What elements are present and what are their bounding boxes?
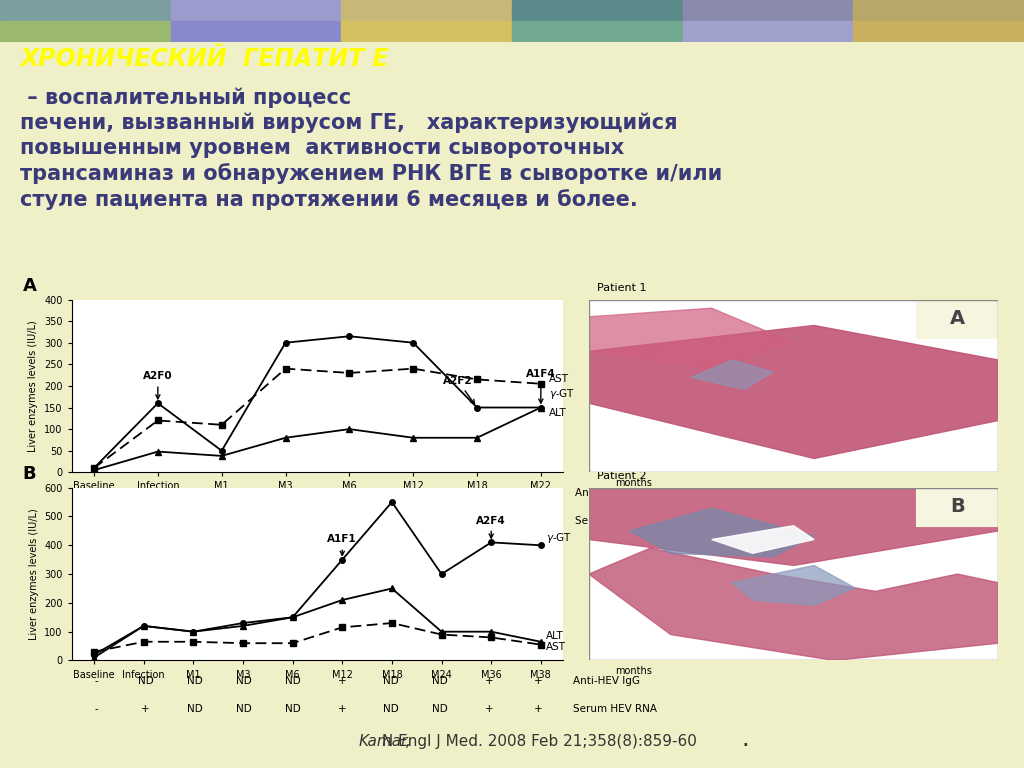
Polygon shape [589,326,998,458]
Text: Patient 1: Patient 1 [597,283,647,293]
Text: ND: ND [432,676,449,687]
Text: ND: ND [236,676,252,687]
Bar [341,0,512,22]
Text: +: + [485,703,494,714]
Text: Serum HEV RNA: Serum HEV RNA [573,703,657,714]
Bar [512,22,683,42]
Text: – воспалительный процесс
печени, вызванный вирусом ГЕ,   характеризующийся
повыш: – воспалительный процесс печени, вызванн… [20,88,723,210]
Text: +: + [485,676,494,687]
Polygon shape [589,488,998,565]
Text: +: + [141,703,150,714]
Text: ALT: ALT [549,408,566,418]
Polygon shape [589,548,998,660]
Text: -: - [346,488,350,498]
Text: A1F1: A1F1 [328,535,357,555]
Bar [341,22,512,42]
Text: -: - [94,676,98,687]
Y-axis label: Liver enzymes levels (IU/L): Liver enzymes levels (IU/L) [29,320,39,452]
Text: ND: ND [383,703,399,714]
Text: ND: ND [340,515,356,526]
Text: A: A [950,309,965,328]
Text: +: + [466,488,476,498]
Text: -: - [223,488,227,498]
Text: A1F4: A1F4 [526,369,556,403]
Text: ND: ND [186,676,203,687]
Text: +: + [535,703,543,714]
Polygon shape [712,525,814,553]
Polygon shape [630,508,814,557]
Bar [0,22,171,42]
Text: B: B [950,497,965,516]
Text: ND: ND [285,676,301,687]
Text: ND: ND [285,703,301,714]
Text: months: months [614,667,651,677]
Text: ND: ND [186,703,203,714]
Text: ND: ND [279,515,295,526]
Text: -: - [100,515,104,526]
Text: A2F2: A2F2 [443,376,474,404]
Text: +: + [404,515,415,526]
Bar [916,300,998,338]
Text: -: - [94,703,98,714]
Text: +: + [535,676,543,687]
Polygon shape [691,360,773,389]
Text: AST: AST [546,642,566,652]
Bar [853,22,1024,42]
Text: AST: AST [549,373,568,383]
Text: -: - [100,488,104,498]
Text: +: + [466,515,476,526]
Bar [853,0,1024,22]
Y-axis label: Liver enzymes levels (IU/L): Liver enzymes levels (IU/L) [29,508,39,640]
Text: Patient 2: Patient 2 [597,471,647,481]
Text: ALT: ALT [546,631,563,641]
Text: ХРОНИЧЕСКИЙ  ГЕПАТИТ Е: ХРОНИЧЕСКИЙ ГЕПАТИТ Е [20,48,389,71]
Text: +: + [159,515,169,526]
Text: Kamar,: Kamar, [358,734,412,750]
Text: -: - [285,488,289,498]
Bar [512,0,683,22]
Text: -: - [162,488,166,498]
Text: A2F0: A2F0 [143,372,173,399]
Polygon shape [732,565,855,605]
Text: Serum HEV RNA: Serum HEV RNA [575,515,659,526]
Text: months: months [614,478,651,488]
Bar [916,488,998,525]
Text: +: + [527,488,538,498]
Text: ND: ND [383,676,399,687]
Text: ND: ND [236,703,252,714]
Text: .: . [742,734,748,750]
Text: A2F4: A2F4 [476,515,506,538]
Text: N Engl J Med. 2008 Feb 21;358(8):859-60: N Engl J Med. 2008 Feb 21;358(8):859-60 [377,734,696,750]
Bar [683,0,853,22]
Text: +: + [220,515,230,526]
Text: A: A [23,277,37,295]
Text: +: + [338,703,346,714]
Bar [171,0,341,22]
Bar [683,22,853,42]
Text: Anti-HEV IgG: Anti-HEV IgG [573,676,640,687]
Text: Anti-HEV IgG: Anti-HEV IgG [575,488,642,498]
Text: ND: ND [432,703,449,714]
Text: ND: ND [137,676,154,687]
Polygon shape [589,308,794,369]
Bar [0,0,171,22]
Text: -: - [408,488,412,498]
Bar [171,22,341,42]
Text: +: + [338,676,346,687]
Text: $\gamma$-GT: $\gamma$-GT [549,387,574,401]
Text: B: B [23,465,36,483]
Text: +: + [527,515,538,526]
Text: $\gamma$-GT: $\gamma$-GT [546,531,572,545]
